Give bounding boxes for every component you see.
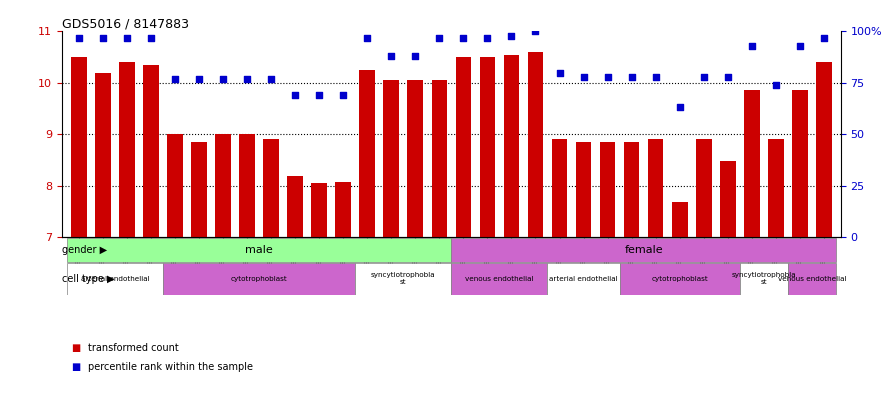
- Point: [696, 73, 711, 80]
- Point: [601, 73, 615, 80]
- Point: [576, 73, 590, 80]
- Bar: [768, 139, 783, 237]
- Bar: [620, 263, 740, 295]
- Point: [408, 53, 422, 59]
- Point: [649, 73, 663, 80]
- Point: [119, 35, 134, 41]
- Text: arterial endothelial: arterial endothelial: [550, 276, 618, 282]
- Text: female: female: [624, 245, 663, 255]
- Text: GDS5016 / 8147883: GDS5016 / 8147883: [62, 17, 189, 30]
- Bar: [816, 62, 832, 237]
- Bar: [648, 139, 664, 237]
- Text: ■: ■: [71, 362, 80, 373]
- Bar: [451, 238, 836, 262]
- Bar: [600, 142, 615, 237]
- Bar: [480, 57, 496, 237]
- Bar: [71, 57, 87, 237]
- Text: cell type ▶: cell type ▶: [63, 274, 115, 284]
- Point: [240, 75, 254, 82]
- Point: [481, 35, 495, 41]
- Text: cytotrophoblast: cytotrophoblast: [651, 276, 708, 282]
- Text: ■: ■: [71, 343, 80, 353]
- Text: percentile rank within the sample: percentile rank within the sample: [88, 362, 253, 373]
- Bar: [792, 90, 808, 237]
- Bar: [527, 52, 543, 237]
- Bar: [191, 142, 207, 237]
- Bar: [66, 263, 163, 295]
- Bar: [451, 263, 548, 295]
- Bar: [548, 263, 619, 295]
- Bar: [383, 80, 399, 237]
- Point: [817, 35, 831, 41]
- Point: [72, 35, 86, 41]
- Bar: [720, 161, 735, 237]
- Text: venous endothelial: venous endothelial: [466, 276, 534, 282]
- Point: [312, 92, 327, 98]
- Bar: [359, 70, 375, 237]
- Bar: [119, 62, 135, 237]
- Text: cytotrophoblast: cytotrophoblast: [231, 276, 288, 282]
- Point: [216, 75, 230, 82]
- Bar: [95, 73, 111, 237]
- Point: [192, 75, 206, 82]
- Point: [168, 75, 182, 82]
- Point: [673, 104, 687, 110]
- Bar: [551, 139, 567, 237]
- Text: male: male: [245, 245, 273, 255]
- Point: [552, 70, 566, 76]
- Bar: [456, 57, 471, 237]
- Point: [720, 73, 735, 80]
- Bar: [407, 80, 423, 237]
- Point: [360, 35, 374, 41]
- Text: gender ▶: gender ▶: [63, 245, 108, 255]
- Point: [793, 43, 807, 49]
- Point: [288, 92, 302, 98]
- Bar: [740, 263, 788, 295]
- Bar: [335, 182, 351, 237]
- Bar: [432, 80, 447, 237]
- Bar: [696, 139, 712, 237]
- Bar: [624, 142, 640, 237]
- Bar: [239, 134, 255, 237]
- Point: [457, 35, 471, 41]
- Bar: [672, 202, 688, 237]
- Point: [528, 28, 543, 35]
- Point: [264, 75, 278, 82]
- Bar: [163, 263, 355, 295]
- Point: [336, 92, 350, 98]
- Bar: [288, 176, 303, 237]
- Point: [384, 53, 398, 59]
- Text: arterial endothelial: arterial endothelial: [81, 276, 150, 282]
- Bar: [788, 263, 836, 295]
- Point: [96, 35, 110, 41]
- Bar: [66, 238, 451, 262]
- Point: [504, 32, 519, 39]
- Bar: [576, 142, 591, 237]
- Bar: [355, 263, 451, 295]
- Point: [769, 82, 783, 88]
- Text: transformed count: transformed count: [88, 343, 180, 353]
- Bar: [215, 134, 231, 237]
- Point: [745, 43, 759, 49]
- Text: syncytiotrophobla
st: syncytiotrophobla st: [371, 272, 435, 285]
- Text: syncytiotrophobla
st: syncytiotrophobla st: [732, 272, 796, 285]
- Point: [432, 35, 446, 41]
- Bar: [312, 183, 327, 237]
- Bar: [744, 90, 759, 237]
- Bar: [504, 55, 519, 237]
- Point: [143, 35, 158, 41]
- Point: [625, 73, 639, 80]
- Bar: [143, 65, 158, 237]
- Bar: [167, 134, 182, 237]
- Bar: [263, 139, 279, 237]
- Text: venous endothelial: venous endothelial: [778, 276, 846, 282]
